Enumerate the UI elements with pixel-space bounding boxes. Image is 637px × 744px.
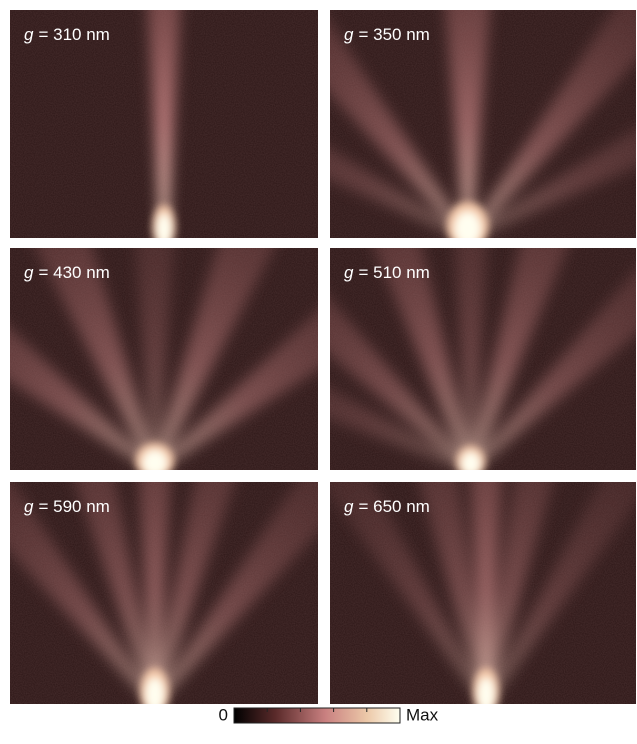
label-text: = 590 nm — [38, 497, 109, 516]
label-text: = 650 nm — [358, 497, 429, 516]
colorbar-min: 0 — [219, 705, 228, 724]
colorbar: 0 Max — [219, 705, 439, 724]
label-text: = 310 nm — [38, 25, 109, 44]
label-text: = 430 nm — [38, 263, 109, 282]
label-variable: g — [344, 497, 354, 516]
label-variable: g — [344, 263, 354, 282]
label-text: = 510 nm — [358, 263, 429, 282]
source-glow — [447, 202, 489, 250]
label-text: = 350 nm — [358, 25, 429, 44]
colorbar-max: Max — [406, 705, 439, 724]
source-glow — [473, 668, 499, 716]
panel: g= 310 nm — [10, 0, 318, 249]
label-variable: g — [24, 263, 34, 282]
source-glow — [136, 443, 174, 479]
source-glow — [140, 668, 169, 716]
colorbar-gradient — [234, 708, 400, 723]
label-variable: g — [24, 25, 34, 44]
label-variable: g — [344, 25, 354, 44]
source-glow — [456, 446, 485, 478]
figure: g= 310 nmg= 350 nmg= 430 nmg= 510 nmg= 5… — [0, 0, 637, 744]
label-variable: g — [24, 497, 34, 516]
source-glow — [153, 205, 175, 249]
